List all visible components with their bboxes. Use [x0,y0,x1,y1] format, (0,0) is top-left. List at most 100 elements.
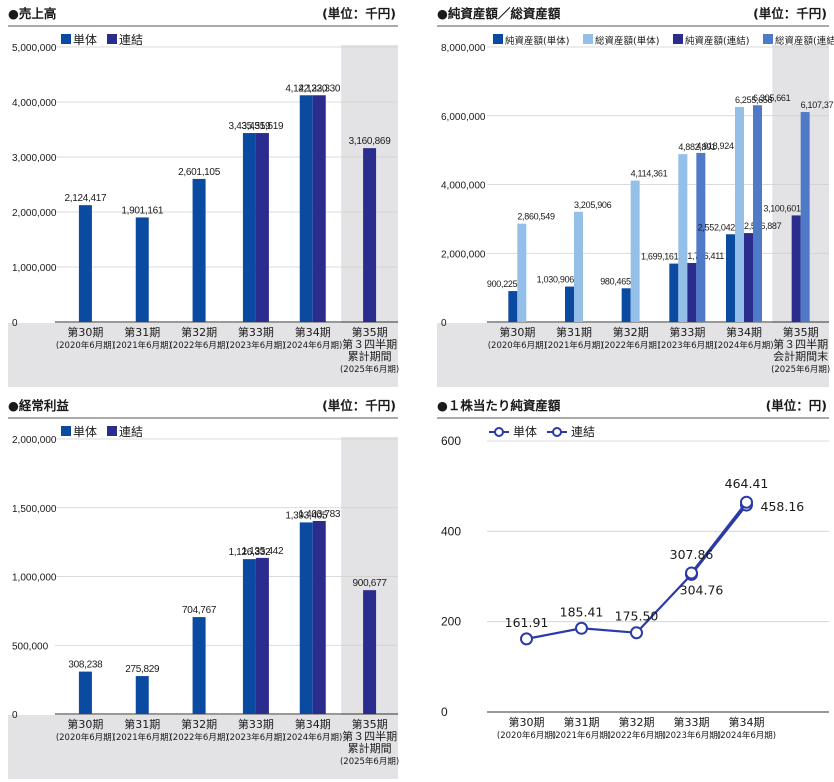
x-tick-sublabel: (2022年6月期) [607,730,666,741]
chart-title: ●売上高 [8,6,56,21]
bar [192,178,206,322]
data-label: 2,860,549 [517,212,555,222]
point-marker [630,626,643,640]
x-tick-sublabel: (2021年6月期) [552,730,611,741]
data-label: 1,126,332 [229,547,272,558]
x-tick-label: 第32期 [181,325,217,339]
y-tick-label: 600 [441,434,461,448]
data-label: 304.76 [680,582,724,597]
legend-swatch [107,426,117,436]
data-label: 1,716,411 [687,251,724,261]
data-label: 1,699,161 [641,252,679,262]
y-tick-label: 1,000,000 [12,263,57,274]
legend-label: 純資産額(連結) [685,35,749,47]
series-line [690,501,748,574]
data-label: 1,135,442 [242,546,285,557]
data-label: 458.16 [761,499,805,514]
x-tick-sublabel: 会計期間末 [773,349,828,363]
bar [135,676,149,714]
x-tick-sublabel: (2020年6月期) [488,340,547,351]
axis-label-band [8,323,398,387]
data-label: 2,124,417 [65,193,108,204]
x-tick-sublabel: (2024年6月期) [283,732,342,743]
x-tick-sublabel: (2022年6月期) [169,732,228,743]
x-tick-label: 第32期 [619,715,655,729]
x-tick-sublabel: (2024年6月期) [283,340,342,351]
bar [800,112,810,323]
chart-sales: ●売上高 (単位：千円) 0 1,000,000 2,000,000 3,000,000 4… [8,6,399,387]
chart-title: ●経常利益 [8,398,69,413]
legend-swatch [107,34,117,44]
x-tick-label: 第33期 [238,717,274,731]
chart-bps: ●１株当たり純資産額 (単位：円) 0 200 400 600 第30期(2020年6月期)… [437,398,829,741]
x-tick-sublabel: (2023年6月期) [662,730,721,741]
bar [735,106,744,322]
x-tick-label: 第34期 [729,715,765,729]
data-label: 4,122,330 [298,83,341,94]
y-tick-label: 5,000,000 [12,43,57,54]
data-label: 3,205,906 [574,200,612,210]
y-tick-label: 1,500,000 [12,504,57,515]
bar [312,520,326,714]
data-label: 4,122,330 [285,83,328,94]
legend-label: 総資産額(単体) [595,35,659,47]
unit-label: (単位：円) [766,398,827,413]
x-tick-label: 第33期 [674,715,710,729]
bar [744,233,753,322]
data-label: 1,901,161 [121,205,164,216]
bar [696,152,706,322]
bar [299,95,313,322]
y-tick-label: 200 [441,615,461,629]
x-tick-label: 第31期 [556,325,592,339]
bar [726,234,735,322]
legend-marker-swatch [494,427,504,437]
x-tick-sublabel: 累計期間 [348,741,392,755]
y-tick-label: 0 [441,705,448,719]
x-tick-label: 第30期 [67,325,103,339]
y-tick-label: 4,000,000 [12,98,57,109]
data-label: 900,225 [487,279,518,289]
x-tick-sublabel: (2023年6月期) [226,732,285,743]
bar [687,262,697,322]
data-label: 980,465 [600,276,631,286]
legend-marker-swatch [552,427,562,437]
data-label: 900,677 [353,578,388,589]
data-label: 275,829 [125,664,160,675]
bar [363,590,377,714]
bar [508,291,518,322]
data-label: 1,030,906 [537,275,575,285]
x-tick-sublabel: (2024年6月期) [717,730,776,741]
x-tick-label: 第34期 [726,325,762,339]
data-label: 6,255,658 [735,95,773,105]
y-tick-label: 400 [441,524,461,538]
bar [517,223,527,322]
x-tick-label: 第34期 [295,325,331,339]
bar [630,180,640,322]
x-tick-sublabel: (2020年6月期) [56,732,115,743]
data-label: 161.91 [505,615,549,630]
x-tick-label: 第35期 [352,325,388,339]
x-tick-label: 第32期 [613,325,649,339]
point-marker [575,621,588,635]
x-tick-sublabel: (2023年6月期) [226,340,285,351]
x-tick-sublabel: (2021年6月期) [544,340,603,351]
y-tick-label: 8,000,000 [441,43,486,54]
x-tick-label: 第34期 [295,717,331,731]
x-tick-label: 第33期 [669,325,705,339]
data-label: 6,305,661 [753,93,791,103]
legend-label: 単体 [513,425,537,439]
legend-label: 連結 [571,425,595,439]
data-label: 2,552,042 [698,222,736,232]
y-tick-label: 4,000,000 [441,181,486,192]
legend-label: 純資産額(単体) [505,35,569,47]
x-tick-sublabel: (2020年6月期) [497,730,556,741]
legend-label: 単体 [73,33,97,47]
legend-label: 総資産額(連結) [775,35,834,47]
x-tick-sublabel: (2023年6月期) [658,340,717,351]
legend-swatch [493,34,503,44]
chart-title: ●純資産額／総資産額 [437,6,561,21]
unit-label: (単位：千円) [322,6,396,21]
legend-swatch [763,34,773,44]
data-label: 4,882,891 [678,142,716,152]
